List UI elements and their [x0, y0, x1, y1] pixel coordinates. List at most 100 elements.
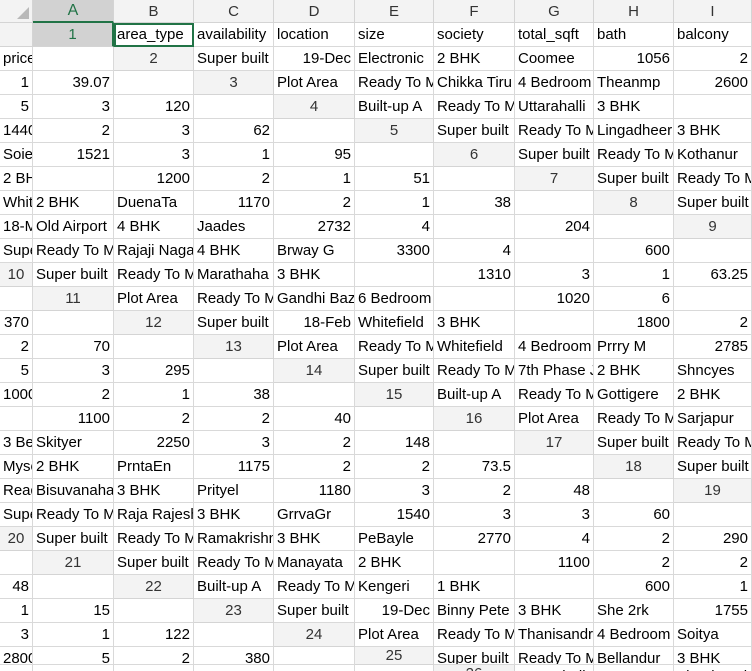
row-header-12[interactable]: 12 [114, 311, 194, 335]
cell-E2[interactable]: Coomee [515, 47, 594, 71]
cell-H19[interactable]: 3 [515, 503, 594, 527]
cell-I19[interactable]: 60 [594, 503, 674, 527]
cell-D7[interactable]: 2 BHK [33, 191, 114, 215]
cell-A20[interactable]: Super built [33, 527, 114, 551]
cell-A3[interactable]: Plot Area [274, 71, 355, 95]
cell-B19[interactable]: Ready To M [33, 503, 114, 527]
cell-H15[interactable]: 2 [194, 407, 274, 431]
cell-G2[interactable]: 2 [674, 47, 752, 71]
cell-D6[interactable]: 2 BHK [0, 167, 33, 191]
cell-B7[interactable]: Ready To M [674, 167, 752, 191]
cell-E21[interactable] [434, 551, 515, 575]
row-header-26[interactable]: 26 [434, 665, 515, 671]
cell-J4[interactable] [274, 119, 355, 143]
cell-A26[interactable]: Super built [515, 665, 594, 671]
cell-G16[interactable]: 3 [194, 431, 274, 455]
cell-G22[interactable]: 1 [674, 575, 752, 599]
cell-C6[interactable]: Kothanur [674, 143, 752, 167]
cell-J3[interactable] [194, 95, 274, 119]
cell-G3[interactable]: 5 [0, 95, 33, 119]
cell-E12[interactable] [515, 311, 594, 335]
cell-G12[interactable]: 2 [674, 311, 752, 335]
column-header-I[interactable]: I [674, 0, 752, 23]
cell-B3[interactable]: Ready To M [355, 71, 434, 95]
cell-G8[interactable]: 4 [355, 215, 434, 239]
cell-A7[interactable]: Super built [594, 167, 674, 191]
row-header-10[interactable]: 10 [0, 263, 33, 287]
cell-I14[interactable]: 38 [194, 383, 274, 407]
cell-H24[interactable]: 2 [114, 647, 194, 665]
cell-B18[interactable]: Ready To M [0, 479, 33, 503]
row-header-14[interactable]: 14 [274, 359, 355, 383]
cell-D25[interactable]: 3 BHK [674, 647, 752, 665]
column-header-C[interactable]: C [194, 0, 274, 23]
cell-F5[interactable]: 1521 [33, 143, 114, 167]
cell-E24[interactable]: Soitya [674, 623, 752, 647]
cell-F16[interactable]: 2250 [114, 431, 194, 455]
cell-I7[interactable]: 38 [434, 191, 515, 215]
cell-H25[interactable]: 1 [194, 665, 274, 671]
cell-B2[interactable]: 19-Dec [274, 47, 355, 71]
cell-J6[interactable] [434, 167, 515, 191]
cell-E4[interactable] [674, 95, 752, 119]
cell-J21[interactable] [33, 575, 114, 599]
row-header-3[interactable]: 3 [194, 71, 274, 95]
cell-E5[interactable]: Soiewre [0, 143, 33, 167]
cell-E10[interactable] [355, 263, 434, 287]
row-header-23[interactable]: 23 [194, 599, 274, 623]
cell-G24[interactable]: 5 [33, 647, 114, 665]
cell-H16[interactable]: 2 [274, 431, 355, 455]
cell-I22[interactable]: 15 [33, 599, 114, 623]
cell-G14[interactable]: 2 [33, 383, 114, 407]
cell-C9[interactable]: Rajaji Naga [114, 239, 194, 263]
cell-A15[interactable]: Built-up A [434, 383, 515, 407]
cell-I4[interactable]: 62 [194, 119, 274, 143]
cell-J1[interactable] [33, 47, 114, 71]
cell-J18[interactable] [594, 479, 674, 503]
cell-F23[interactable]: 1755 [674, 599, 752, 623]
cell-J19[interactable] [674, 503, 752, 527]
cell-H21[interactable]: 2 [674, 551, 752, 575]
cell-E23[interactable]: She 2rk [594, 599, 674, 623]
column-header-D[interactable]: D [274, 0, 355, 23]
column-header-A[interactable]: A [33, 0, 114, 23]
cell-D10[interactable]: 3 BHK [274, 263, 355, 287]
cell-E13[interactable]: Prrry M [594, 335, 674, 359]
cell-J13[interactable] [194, 359, 274, 383]
cell-D20[interactable]: 3 BHK [274, 527, 355, 551]
cell-E20[interactable]: PeBayle [355, 527, 434, 551]
cell-C5[interactable]: Lingadheer [594, 119, 674, 143]
cell-B5[interactable]: Ready To M [515, 119, 594, 143]
cell-F8[interactable]: 2732 [274, 215, 355, 239]
cell-A11[interactable]: Plot Area [114, 287, 194, 311]
cell-I25[interactable]: 103 [274, 665, 355, 671]
row-header-8[interactable]: 8 [594, 191, 674, 215]
cell-B1[interactable]: availability [194, 23, 274, 47]
cell-J24[interactable] [274, 647, 355, 665]
cell-D3[interactable]: 4 Bedroom [515, 71, 594, 95]
cell-C20[interactable]: Ramakrishn [194, 527, 274, 551]
row-header-5[interactable]: 5 [355, 119, 434, 143]
cell-A25[interactable]: Super built [434, 647, 515, 665]
cell-I10[interactable]: 63.25 [674, 263, 752, 287]
cell-E15[interactable] [0, 407, 33, 431]
cell-C1[interactable]: location [274, 23, 355, 47]
row-header-18[interactable]: 18 [594, 455, 674, 479]
cell-D18[interactable]: 3 BHK [114, 479, 194, 503]
cell-G1[interactable]: bath [594, 23, 674, 47]
row-header-20[interactable]: 20 [0, 527, 33, 551]
cell-D2[interactable]: 2 BHK [434, 47, 515, 71]
cell-H12[interactable]: 2 [0, 335, 33, 359]
cell-F1[interactable]: total_sqft [515, 23, 594, 47]
cell-I8[interactable]: 204 [515, 215, 594, 239]
cell-F14[interactable]: 1000 [0, 383, 33, 407]
cell-G4[interactable]: 2 [33, 119, 114, 143]
cell-E22[interactable] [515, 575, 594, 599]
cell-I2[interactable]: 39.07 [33, 71, 114, 95]
row-header-15[interactable]: 15 [355, 383, 434, 407]
column-header-blank[interactable] [0, 23, 33, 47]
cell-C26[interactable]: Thanisandr [674, 665, 752, 671]
column-header-E[interactable]: E [355, 0, 434, 23]
cell-J17[interactable] [515, 455, 594, 479]
cell-D22[interactable]: 1 BHK [434, 575, 515, 599]
